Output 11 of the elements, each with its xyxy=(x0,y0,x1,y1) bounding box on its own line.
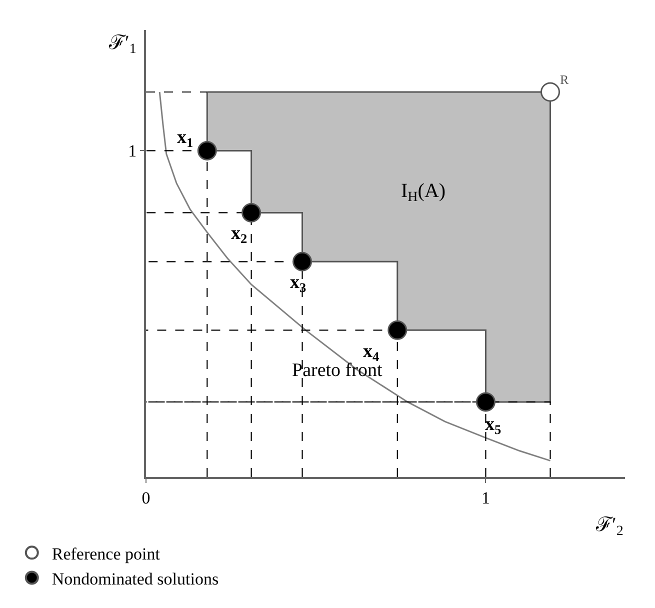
legend-label: Nondominated solutions xyxy=(52,569,219,588)
annotation: x$_{3}$ xyxy=(290,272,306,295)
annotation: I$_{H}$(A) xyxy=(401,180,446,206)
x-axis-title: ℱ′$_{2}$ xyxy=(595,514,624,540)
annotation: x$_{2}$ xyxy=(231,223,248,246)
x-tick-label: 0 xyxy=(142,488,150,508)
annotation: R xyxy=(560,72,569,87)
annotation: x$_{1}$ xyxy=(177,127,194,150)
annotation: x$_{5}$ xyxy=(485,414,502,437)
y-axis-title: ℱ′$_{1}$ xyxy=(108,32,136,58)
legend-label: Reference point xyxy=(52,544,160,564)
